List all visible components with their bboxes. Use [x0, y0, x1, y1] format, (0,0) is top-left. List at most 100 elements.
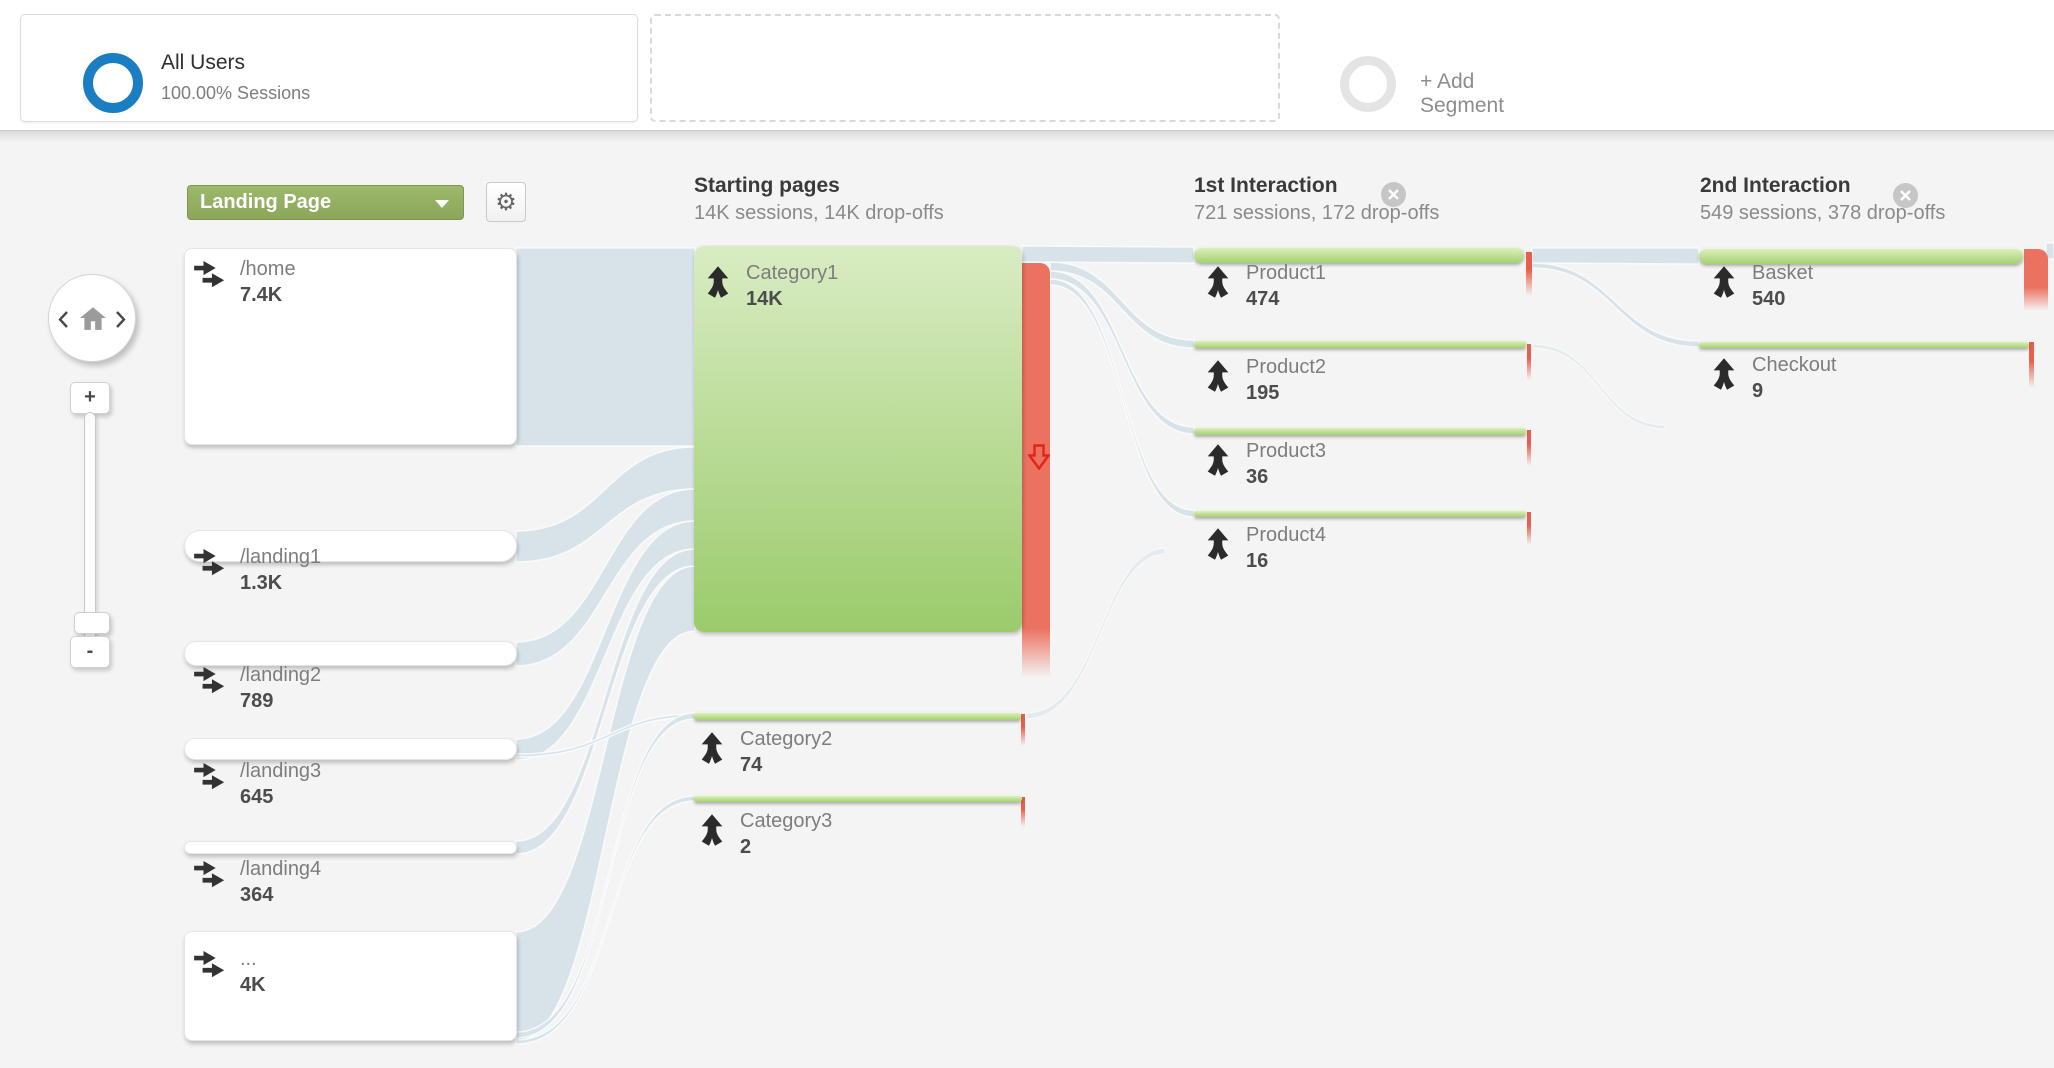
merge-arrow-icon: [702, 265, 734, 299]
node-name: /home: [240, 258, 296, 280]
node-label-other-pages[interactable]: ... 4K: [194, 946, 266, 998]
node-value: 195: [1246, 382, 1280, 404]
node-value: 9: [1752, 380, 1764, 402]
node-label-landing2[interactable]: /landing2 789: [194, 662, 321, 714]
node-name: Category1: [746, 262, 839, 284]
node-value: 7.4K: [240, 284, 283, 306]
merge-arrow-icon: [1708, 357, 1740, 391]
flow-category1-product1: [1021, 245, 1195, 264]
node-value: 14K: [746, 288, 783, 310]
node-value: 1.3K: [240, 572, 283, 594]
segment-card-all-users[interactable]: All Users 100.00% Sessions: [20, 14, 638, 122]
dimension-selector[interactable]: Landing Page: [187, 185, 464, 220]
dropoff-arrow-icon: [1028, 444, 1050, 470]
node-name: /landing3: [240, 760, 322, 782]
settings-button[interactable]: ⚙: [486, 182, 526, 222]
node-value: 789: [240, 690, 274, 712]
node-label-home[interactable]: /home 7.4K: [194, 256, 296, 308]
node-category2[interactable]: [694, 712, 1021, 720]
node-value: 540: [1752, 288, 1786, 310]
dropoff-tick-category3: [1021, 797, 1025, 827]
flow-product1-checkout: [1531, 262, 1700, 348]
node-name: /landing2: [240, 664, 322, 686]
home-icon[interactable]: [79, 305, 107, 331]
close-icon: [1900, 190, 1911, 201]
double-arrow-icon: [194, 549, 228, 579]
node-name: Basket: [1752, 262, 1814, 284]
node-label-product1[interactable]: Product1 474: [1202, 260, 1326, 312]
double-arrow-icon: [194, 261, 228, 291]
node-value: 74: [740, 754, 763, 776]
node-product1[interactable]: [1194, 247, 1524, 263]
node-name: Product4: [1246, 524, 1327, 546]
dropoff-tick-checkout: [2029, 342, 2034, 388]
node-category1[interactable]: [694, 246, 1022, 632]
node-name: Category3: [740, 810, 833, 832]
node-product3[interactable]: [1194, 427, 1526, 435]
chevron-left-icon[interactable]: [58, 310, 69, 329]
zoom-slider-thumb[interactable]: [74, 612, 110, 634]
add-segment-card[interactable]: + Add Segment: [650, 14, 1504, 122]
node-name: Product1: [1246, 262, 1327, 284]
node-label-product2[interactable]: Product2 195: [1202, 354, 1326, 406]
node-label-landing3[interactable]: /landing3 645: [194, 758, 321, 810]
dropoff-tick-category2: [1021, 714, 1025, 746]
add-segment-circle-icon: [1340, 56, 1396, 112]
flow-category1-product2: [1049, 261, 1195, 349]
column-header-2nd-interaction: 2nd Interaction 549 sessions, 378 drop-o…: [1700, 172, 2054, 227]
close-column-button[interactable]: [1381, 182, 1406, 207]
flow-diagram: Landing Page ⚙ Starting pages 14K sessio…: [0, 131, 2054, 1068]
close-icon: [1388, 189, 1399, 200]
node-home[interactable]: [184, 248, 517, 445]
node-basket[interactable]: [1699, 248, 2023, 264]
node-label-checkout[interactable]: Checkout 9: [1708, 352, 1837, 404]
node-landing1[interactable]: [184, 530, 517, 562]
dropoff-tick-product2: [1527, 344, 1531, 380]
node-label-category3[interactable]: Category3 2: [696, 808, 832, 860]
node-landing4[interactable]: [184, 841, 517, 854]
node-name: Category2: [740, 728, 833, 750]
chevron-right-icon[interactable]: [115, 310, 126, 329]
node-value: 364: [240, 884, 274, 906]
zoom-in-button[interactable]: +: [70, 382, 110, 414]
node-label-landing4[interactable]: /landing4 364: [194, 856, 321, 908]
merge-arrow-icon: [1202, 265, 1234, 299]
merge-arrow-icon: [696, 731, 728, 765]
node-product4[interactable]: [1194, 510, 1526, 517]
node-name: Product3: [1246, 440, 1327, 462]
double-arrow-icon: [194, 861, 228, 891]
node-label-basket[interactable]: Basket 540: [1708, 260, 1813, 312]
node-label-product3[interactable]: Product3 36: [1202, 438, 1326, 490]
zoom-out-button[interactable]: -: [70, 636, 110, 668]
merge-arrow-icon: [1202, 443, 1234, 477]
merge-arrow-icon: [696, 813, 728, 847]
double-arrow-icon: [194, 951, 228, 981]
node-label-category2[interactable]: Category2 74: [696, 726, 832, 778]
node-other-pages[interactable]: [184, 931, 517, 1041]
flow-category1-product3: [1049, 270, 1195, 435]
double-arrow-icon: [194, 667, 228, 697]
segment-title: All Users: [161, 51, 246, 74]
merge-arrow-icon: [1708, 265, 1740, 299]
node-landing2[interactable]: [184, 641, 517, 666]
node-product2[interactable]: [1194, 340, 1526, 348]
home-navigation-control[interactable]: [48, 274, 136, 362]
flow-dots-category1: [515, 565, 696, 1042]
column-title: Starting pages: [694, 174, 840, 197]
column-header-starting-pages: Starting pages 14K sessions, 14K drop-of…: [694, 172, 1114, 227]
column-subtitle: 721 sessions, 172 drop-offs: [1194, 202, 1440, 224]
close-column-button[interactable]: [1893, 183, 1918, 208]
node-label-product4[interactable]: Product4 16: [1202, 522, 1326, 574]
node-category3[interactable]: [694, 795, 1022, 802]
double-arrow-icon: [194, 763, 228, 793]
node-label-category1[interactable]: Category1 14K: [702, 260, 838, 312]
node-label-landing1[interactable]: /landing1 1.3K: [194, 544, 321, 596]
chevron-down-icon: [435, 200, 449, 208]
gear-icon: ⚙: [495, 188, 517, 216]
node-name: Checkout: [1752, 354, 1837, 376]
node-landing3[interactable]: [184, 738, 517, 760]
flow-product1-basket: [1531, 247, 1700, 265]
node-checkout[interactable]: [1699, 341, 2029, 348]
dropoff-band-category1: [1022, 263, 1050, 678]
